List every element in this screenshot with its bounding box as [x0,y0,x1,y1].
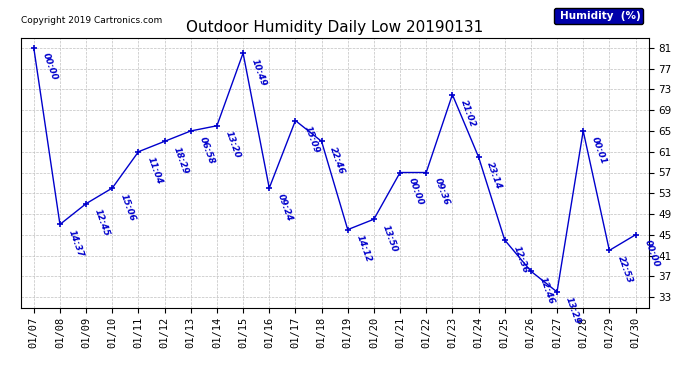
Text: 22:46: 22:46 [328,146,347,176]
Text: 21:02: 21:02 [460,99,477,129]
Text: 12:46: 12:46 [538,275,556,305]
Text: 12:45: 12:45 [93,208,111,238]
Text: 14:37: 14:37 [67,229,85,259]
Text: 00:00: 00:00 [407,177,425,207]
Text: 18:29: 18:29 [172,146,190,176]
Text: 00:01: 00:01 [590,135,609,165]
Text: 00:00: 00:00 [41,52,59,82]
Text: 13:29: 13:29 [564,296,582,326]
Title: Outdoor Humidity Daily Low 20190131: Outdoor Humidity Daily Low 20190131 [186,20,483,35]
Text: 23:14: 23:14 [486,161,504,191]
Text: 13:20: 13:20 [224,130,242,160]
Text: 13:50: 13:50 [381,224,399,254]
Text: 12:36: 12:36 [512,244,530,274]
Text: 22:53: 22:53 [616,255,635,285]
Text: Copyright 2019 Cartronics.com: Copyright 2019 Cartronics.com [21,16,162,25]
Text: 09:36: 09:36 [433,177,451,207]
Text: 14:12: 14:12 [355,234,373,264]
Text: 09:24: 09:24 [276,192,295,222]
Text: 11:04: 11:04 [146,156,164,186]
Legend: Humidity  (%): Humidity (%) [554,8,643,24]
Text: 15:06: 15:06 [119,192,137,222]
Text: 00:00: 00:00 [642,239,661,269]
Text: 10:49: 10:49 [250,57,268,87]
Text: 06:58: 06:58 [198,135,216,165]
Text: 15:09: 15:09 [302,125,321,155]
